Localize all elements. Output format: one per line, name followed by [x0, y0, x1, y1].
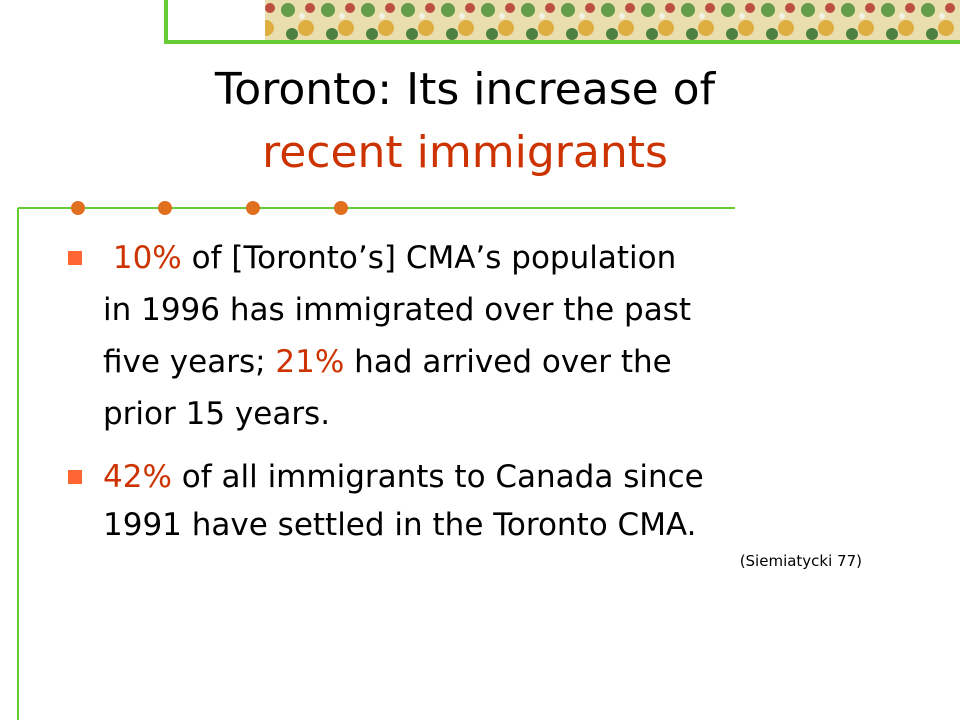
title-line: recent immigrants	[115, 125, 815, 181]
bullet-line: prior 15 years.	[103, 389, 330, 439]
text: prior 15 years.	[103, 396, 331, 432]
text: had arrived over the	[344, 344, 672, 380]
highlighted-text: 42%	[103, 459, 172, 495]
bullet-line: 42% of all immigrants to Canada since	[103, 452, 704, 502]
title-line: Toronto: Its increase of	[115, 62, 815, 118]
bullet-line: 1991 have settled in the Toronto CMA.	[103, 500, 696, 550]
highlighted-text: 10%	[103, 240, 182, 276]
bullet-marker	[68, 251, 82, 265]
text: in 1996 has immigrated over the past	[103, 292, 692, 328]
text: Toronto: Its increase of	[214, 64, 716, 115]
text: of [Toronto’s] CMA’s population	[181, 240, 677, 276]
text: five years;	[103, 344, 276, 380]
bullet-line: 10% of [Toronto’s] CMA’s population	[103, 233, 676, 283]
text: 1991 have settled in the Toronto CMA.	[103, 507, 697, 543]
citation: (Siemiatycki 77)	[739, 552, 862, 570]
bullet-line: five years; 21% had arrived over the	[103, 337, 672, 387]
bullet-line: in 1996 has immigrated over the past	[103, 285, 691, 335]
text: of all immigrants to Canada since	[171, 459, 704, 495]
bullet-marker	[68, 470, 82, 484]
highlighted-text: recent immigrants	[262, 127, 668, 178]
highlighted-text: 21%	[275, 344, 345, 380]
